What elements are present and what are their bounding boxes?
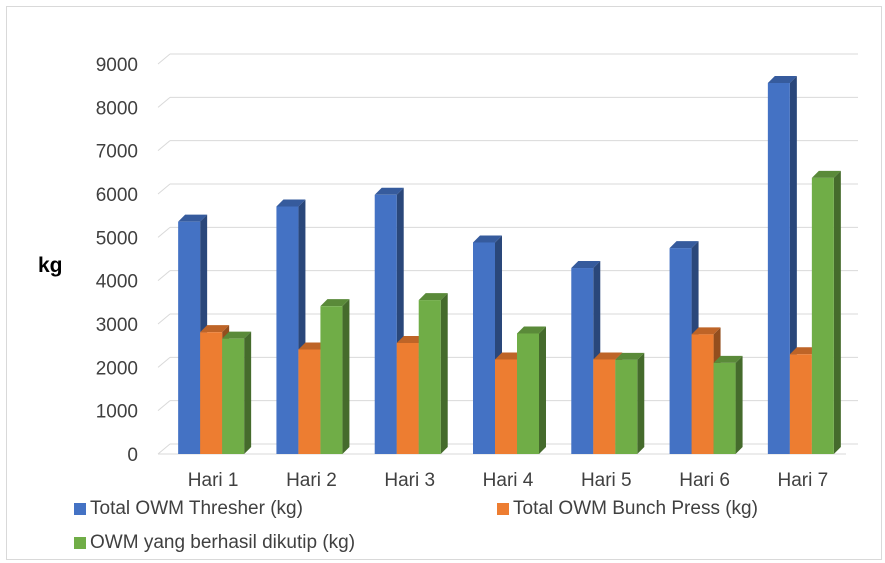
- bar-top: [615, 352, 645, 360]
- bar-top: [222, 331, 252, 339]
- bar-front: [178, 221, 201, 454]
- bar-front: [593, 359, 616, 454]
- gridline-depth: [157, 53, 171, 65]
- bar-front: [571, 268, 594, 454]
- gridline-depth: [157, 270, 171, 282]
- y-tick-label: 8000: [96, 98, 138, 119]
- bar-front: [789, 354, 812, 454]
- bar: [320, 299, 350, 454]
- gridline-depth: [157, 443, 171, 455]
- bar-top: [691, 327, 721, 335]
- bar-top: [178, 214, 208, 222]
- bar-side: [833, 170, 841, 454]
- x-tick-label: Hari 3: [384, 470, 435, 491]
- chart-frame: [6, 6, 882, 560]
- bar-side: [244, 331, 252, 454]
- x-tick-label: Hari 2: [286, 470, 337, 491]
- bar-front: [615, 359, 638, 454]
- bar-front: [222, 338, 245, 454]
- x-axis: Hari 1 Hari 2 Hari 3 Hari 4 Hari 5 Hari 6 Hari…: [188, 470, 828, 491]
- bar-top: [320, 299, 350, 307]
- bar-top: [767, 76, 797, 83]
- y-tick-label: 2000: [96, 358, 138, 379]
- x-tick-label: Hari 4: [483, 470, 534, 491]
- bar-top: [374, 187, 404, 195]
- bar-front: [374, 194, 397, 455]
- legend-item-thresher: Total OWM Thresher (kg): [74, 498, 303, 520]
- bar-front: [495, 359, 517, 454]
- gridline-depth: [157, 140, 171, 152]
- y-tick-label: 3000: [96, 315, 138, 336]
- bar: [713, 355, 743, 454]
- y-tick-label: 6000: [96, 185, 138, 206]
- bar-top: [418, 293, 448, 301]
- bar-side: [637, 352, 645, 454]
- x-tick-label: Hari 6: [679, 470, 730, 491]
- bar-front: [298, 349, 321, 454]
- bar: [517, 326, 546, 454]
- bar-top: [495, 352, 524, 360]
- legend-item-dikutip: OWM yang berhasil dikutip (kg): [74, 532, 355, 554]
- x-tick-label: Hari 5: [581, 470, 632, 491]
- bar-side: [539, 326, 546, 454]
- bar-top: [713, 355, 743, 363]
- bar-top: [593, 352, 623, 360]
- bar-side: [342, 299, 350, 454]
- bar-front: [418, 300, 441, 454]
- bar-front: [320, 306, 343, 454]
- bar-front: [473, 242, 495, 454]
- bar-side: [735, 355, 743, 454]
- gridline-depth: [157, 96, 171, 108]
- legend-swatch-thresher: [74, 503, 86, 515]
- bar-top: [396, 336, 426, 343]
- bar: [222, 331, 252, 454]
- bar: [615, 352, 645, 454]
- bar-front: [691, 334, 714, 454]
- bar-top: [298, 342, 328, 350]
- gridline-depth: [157, 356, 171, 368]
- x-tick-label: Hari 1: [188, 470, 239, 491]
- bar-front: [713, 362, 736, 454]
- y-axis: 0 1000 2000 3000 4000 5000 6000 7000 8000 9000: [96, 55, 138, 466]
- y-tick-label: 5000: [96, 228, 138, 249]
- legend-swatch-dikutip: [74, 537, 86, 549]
- bar-front: [811, 177, 834, 454]
- bar-front: [200, 332, 223, 454]
- bar-side: [440, 293, 448, 454]
- gridline-depth: [157, 183, 171, 195]
- bar-top: [200, 325, 230, 333]
- bar-front: [276, 206, 299, 454]
- legend-label-dikutip: OWM yang berhasil dikutip (kg): [90, 532, 356, 553]
- legend-label-thresher: Total OWM Thresher (kg): [90, 498, 303, 519]
- gridline-depth: [157, 313, 171, 325]
- bar-front: [669, 248, 692, 454]
- y-axis-label: kg: [38, 254, 63, 277]
- legend-item-bunch-press: Total OWM Bunch Press (kg): [497, 498, 758, 520]
- bar-top: [571, 261, 601, 269]
- y-tick-label: 9000: [96, 55, 138, 76]
- bar: [418, 293, 448, 454]
- x-tick-label: Hari 7: [778, 470, 829, 491]
- y-tick-label: 1000: [96, 402, 138, 423]
- gridline-depth: [157, 400, 171, 412]
- y-tick-label: 0: [127, 445, 138, 466]
- bar-front: [767, 83, 790, 454]
- bar: [811, 170, 841, 454]
- gridline-depth: [157, 226, 171, 238]
- bar-top: [789, 347, 819, 355]
- legend-swatch-bunch-press: [497, 503, 509, 515]
- bar-top: [517, 326, 546, 334]
- bars: [178, 76, 841, 455]
- bar-top: [669, 241, 699, 249]
- legend-label-bunch-press: Total OWM Bunch Press (kg): [513, 498, 758, 519]
- bar-front: [396, 343, 419, 454]
- y-tick-label: 7000: [96, 142, 138, 163]
- bar-top: [276, 199, 306, 207]
- y-tick-label: 4000: [96, 272, 138, 293]
- bar-top: [811, 170, 841, 178]
- bar-top: [473, 235, 502, 243]
- bar-front: [517, 333, 539, 454]
